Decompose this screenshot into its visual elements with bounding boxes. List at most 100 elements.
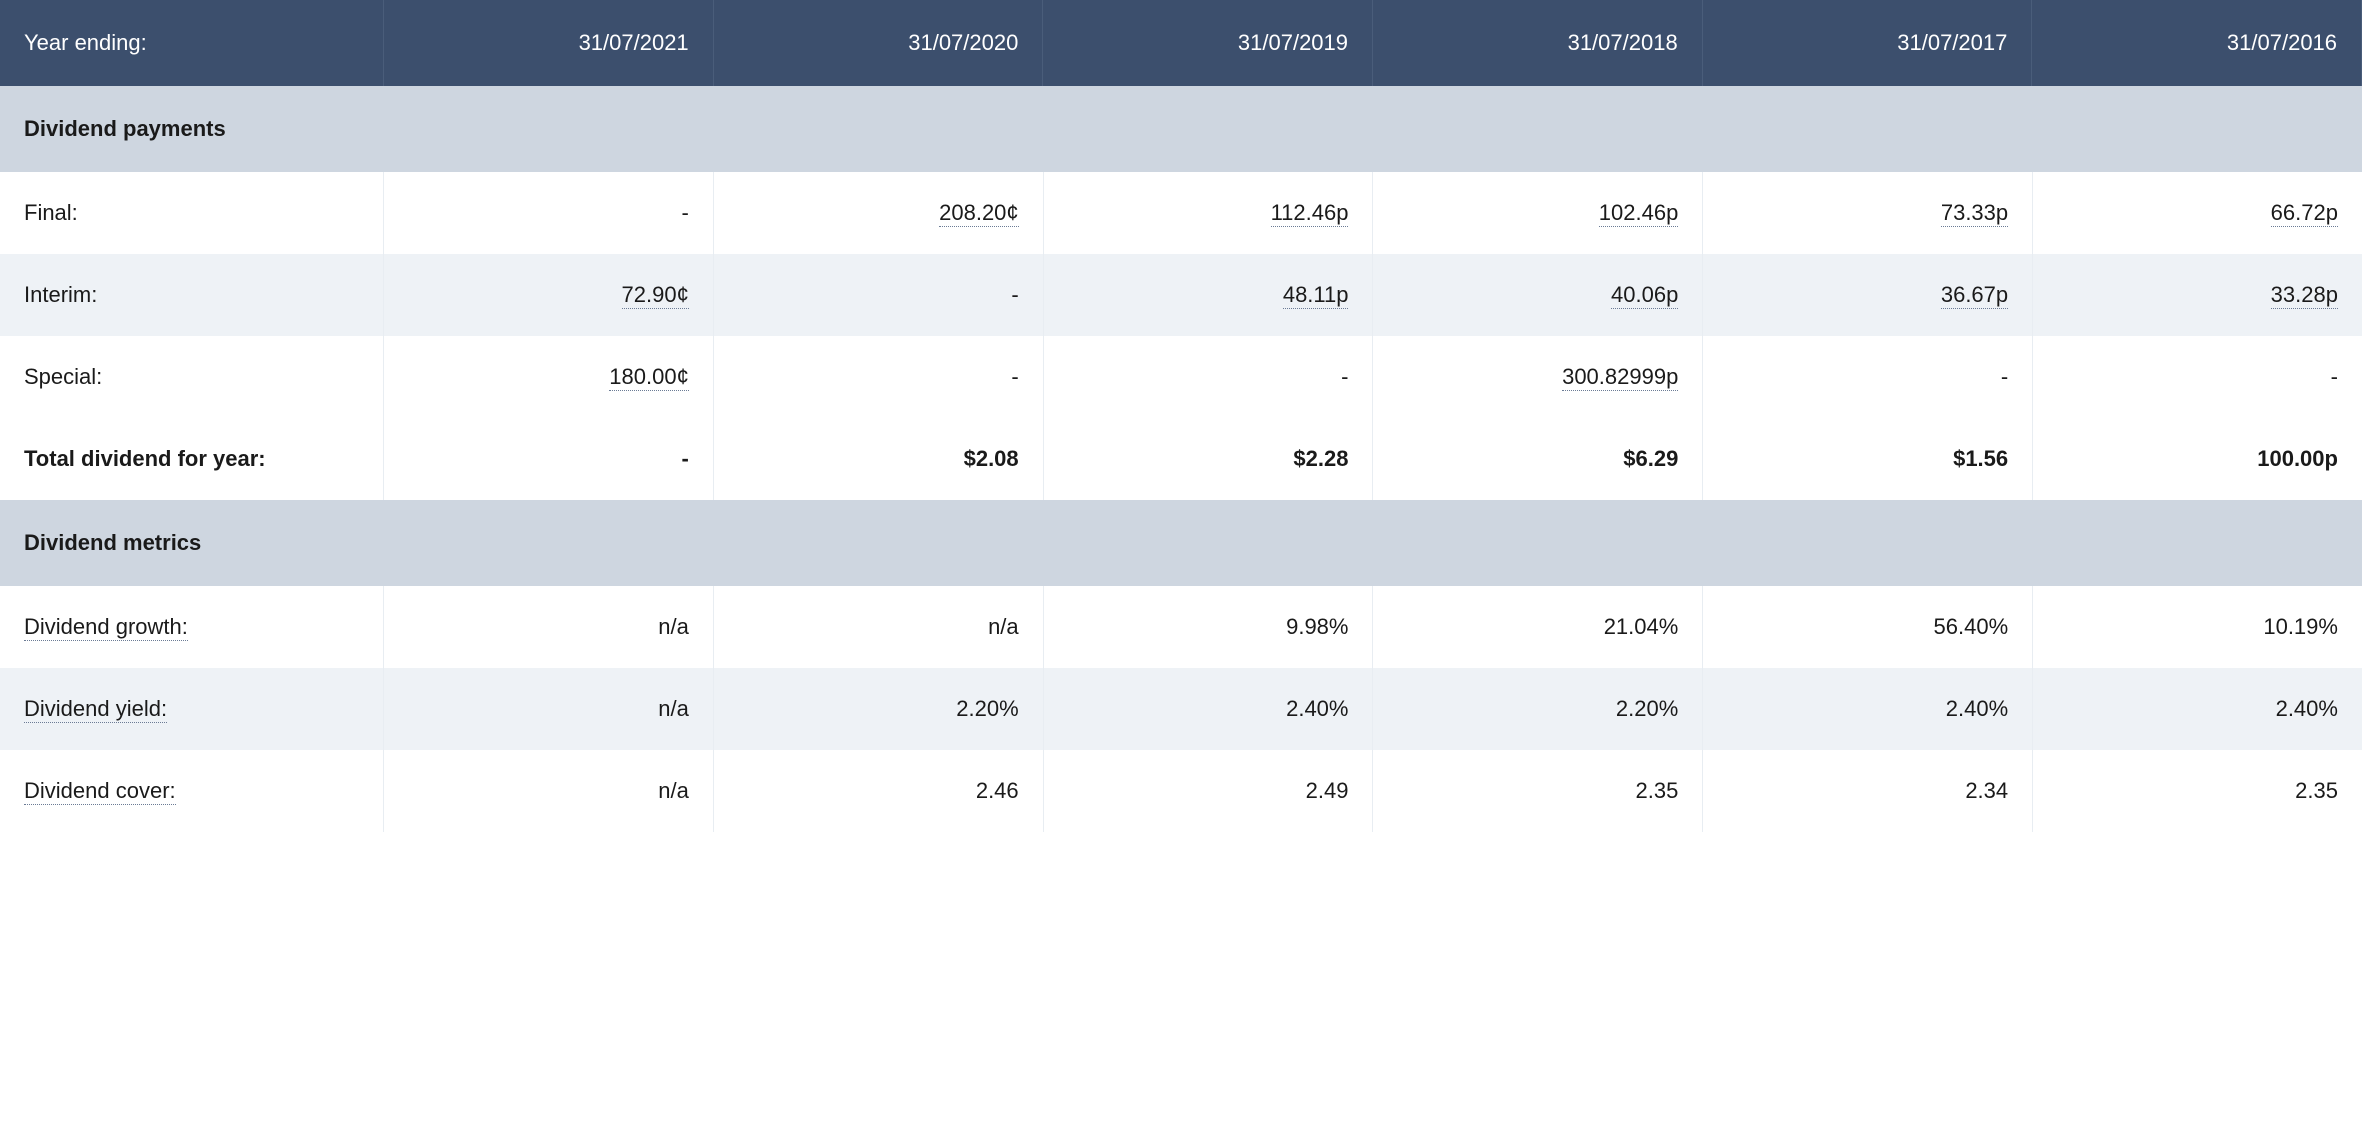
cell-value-link[interactable]: 208.20¢: [939, 200, 1019, 227]
row-label: Final:: [0, 172, 384, 254]
table-row: Special:180.00¢--300.82999p--: [0, 336, 2362, 418]
row-label-text[interactable]: Dividend cover:: [24, 778, 176, 805]
table-cell: 2.46: [714, 750, 1044, 832]
table-row: Interim: 72.90¢ - 48.11p 40.06p 36.67p 33.28p: [0, 254, 2362, 336]
row-label: Special:: [0, 336, 384, 418]
table-cell: 56.40%: [1703, 586, 2033, 668]
cell-value: n/a: [658, 614, 689, 639]
section-title: Dividend metrics: [0, 500, 2362, 586]
cell-value: $1.56: [1953, 446, 2008, 471]
cell-value: 2.46: [976, 778, 1019, 803]
cell-value-link[interactable]: 102.46p: [1599, 200, 1679, 227]
table-cell: 112.46p: [1044, 172, 1374, 254]
cell-value-link[interactable]: 66.72p: [2271, 200, 2338, 227]
table-cell: 21.04%: [1373, 586, 1703, 668]
cell-value-link[interactable]: 72.90¢: [622, 282, 689, 309]
cell-value-link[interactable]: 36.67p: [1941, 282, 2008, 309]
table-row: Total dividend for year: - $2.08 $2.28 $6.29…: [0, 418, 2362, 500]
cell-value: 2.35: [2295, 778, 2338, 803]
cell-value: -: [682, 446, 689, 471]
cell-value: 10.19%: [2263, 614, 2338, 639]
table-cell: n/a: [384, 586, 714, 668]
table-cell: 73.33p: [1703, 172, 2033, 254]
cell-value: 2.34: [1965, 778, 2008, 803]
cell-value: $6.29: [1623, 446, 1678, 471]
table-cell: n/a: [384, 750, 714, 832]
cell-value: n/a: [988, 614, 1019, 639]
table-cell: 2.40%: [2033, 668, 2362, 750]
table-cell: 2.49: [1044, 750, 1374, 832]
table-cell: 2.35: [1373, 750, 1703, 832]
table-cell: -: [1044, 336, 1374, 418]
table-cell: -: [714, 254, 1044, 336]
table-cell: 33.28p: [2033, 254, 2362, 336]
section-header-row: Dividend payments: [0, 86, 2362, 172]
row-label: Dividend growth:: [0, 586, 384, 668]
table-cell: 2.40%: [1044, 668, 1374, 750]
row-label: Interim:: [0, 254, 384, 336]
cell-value-link[interactable]: 180.00¢: [609, 364, 689, 391]
cell-value: -: [1011, 364, 1018, 389]
cell-value-link[interactable]: 112.46p: [1271, 200, 1349, 227]
cell-value: 100.00p: [2257, 446, 2338, 471]
header-label: Year ending:: [0, 0, 384, 86]
table-cell: $1.56: [1703, 418, 2033, 500]
table-cell: -: [1703, 336, 2033, 418]
cell-value-link[interactable]: 48.11p: [1283, 282, 1349, 309]
cell-value: 21.04%: [1604, 614, 1679, 639]
table-cell: 2.40%: [1703, 668, 2033, 750]
cell-value: 2.35: [1635, 778, 1678, 803]
table-row: Dividend yield:n/a2.20%2.40%2.20%2.40%2.…: [0, 668, 2362, 750]
table-cell: 180.00¢: [384, 336, 714, 418]
cell-value-link[interactable]: 73.33p: [1941, 200, 2008, 227]
header-col-2018: 31/07/2018: [1373, 0, 1703, 86]
cell-value: 2.40%: [2276, 696, 2338, 721]
row-label: Dividend cover:: [0, 750, 384, 832]
table-header-row: Year ending: 31/07/2021 31/07/2020 31/07…: [0, 0, 2362, 86]
row-label: Total dividend for year:: [0, 418, 384, 500]
table-cell: -: [384, 418, 714, 500]
table-cell: -: [714, 336, 1044, 418]
section-title: Dividend payments: [0, 86, 2362, 172]
cell-value-link[interactable]: 40.06p: [1611, 282, 1678, 309]
cell-value: 2.20%: [956, 696, 1018, 721]
table-cell: 9.98%: [1044, 586, 1374, 668]
cell-value: -: [1011, 282, 1018, 307]
table-cell: $2.28: [1044, 418, 1374, 500]
table-cell: 36.67p: [1703, 254, 2033, 336]
cell-value: 9.98%: [1286, 614, 1348, 639]
cell-value-link[interactable]: 33.28p: [2271, 282, 2338, 309]
table-cell: $2.08: [714, 418, 1044, 500]
table-cell: 2.20%: [1373, 668, 1703, 750]
table-row: Final: - 208.20¢ 112.46p 102.46p 73.33p 66.72p: [0, 172, 2362, 254]
row-label-text[interactable]: Dividend yield:: [24, 696, 167, 723]
table-cell: 102.46p: [1373, 172, 1703, 254]
header-col-2021: 31/07/2021: [384, 0, 714, 86]
cell-value: 2.40%: [1286, 696, 1348, 721]
cell-value: n/a: [658, 696, 689, 721]
section-header-row: Dividend metrics: [0, 500, 2362, 586]
table-cell: 2.20%: [714, 668, 1044, 750]
table-cell: 2.34: [1703, 750, 2033, 832]
cell-value: -: [1341, 364, 1348, 389]
header-col-2020: 31/07/2020: [714, 0, 1044, 86]
cell-value: -: [2331, 364, 2338, 389]
cell-value: 2.49: [1306, 778, 1349, 803]
dividend-table: Year ending: 31/07/2021 31/07/2020 31/07…: [0, 0, 2362, 832]
cell-value: n/a: [658, 778, 689, 803]
table-cell: 48.11p: [1044, 254, 1374, 336]
table-cell: 100.00p: [2033, 418, 2362, 500]
cell-value-link[interactable]: 300.82999p: [1562, 364, 1678, 391]
table-cell: 208.20¢: [714, 172, 1044, 254]
table-cell: -: [384, 172, 714, 254]
cell-value: -: [682, 200, 689, 225]
table-cell: 10.19%: [2033, 586, 2362, 668]
table-cell: n/a: [384, 668, 714, 750]
header-col-2016: 31/07/2016: [2032, 0, 2362, 86]
table-cell: 2.35: [2033, 750, 2362, 832]
cell-value: $2.08: [964, 446, 1019, 471]
table-cell: 72.90¢: [384, 254, 714, 336]
table-cell: 40.06p: [1373, 254, 1703, 336]
row-label-text[interactable]: Dividend growth:: [24, 614, 188, 641]
table-cell: $6.29: [1373, 418, 1703, 500]
